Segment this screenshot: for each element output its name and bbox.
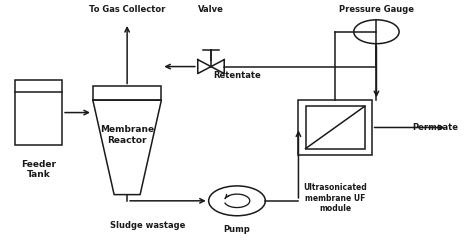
Text: Ultrasonicated
membrane UF
module: Ultrasonicated membrane UF module [303, 184, 367, 213]
Text: To Gas Collector: To Gas Collector [89, 5, 165, 14]
Bar [15, 80, 62, 145]
Bar [93, 86, 161, 100]
Text: Permeate: Permeate [412, 123, 458, 132]
Text: Pump: Pump [224, 226, 250, 234]
Text: Sludge wastage: Sludge wastage [109, 221, 185, 230]
Text: Retentate: Retentate [213, 71, 261, 80]
Bar [299, 100, 372, 155]
Text: Membrane
Reactor: Membrane Reactor [100, 125, 155, 145]
Text: Feeder
Tank: Feeder Tank [21, 160, 56, 179]
Text: Valve: Valve [198, 5, 224, 14]
Bar [306, 106, 365, 148]
Text: Pressure Gauge: Pressure Gauge [339, 5, 414, 14]
